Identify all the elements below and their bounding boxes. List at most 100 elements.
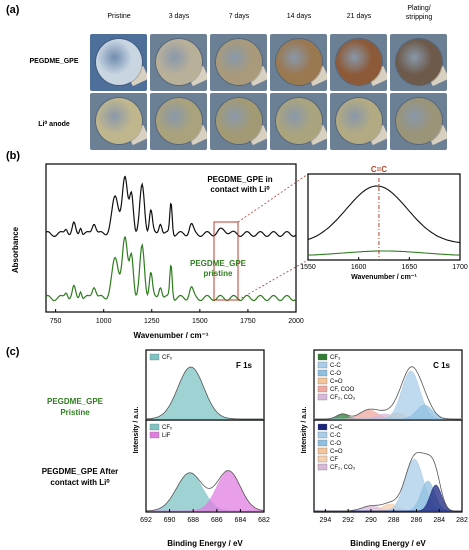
legend-cf3-label: CF₃ xyxy=(330,355,341,361)
photo-anode-4 xyxy=(330,93,387,150)
legend-lif-swatch xyxy=(149,431,160,439)
ftir-series-contact xyxy=(45,175,297,238)
legend-cfcoo-label: CF, COO xyxy=(330,387,355,393)
c1s-xtick-label: 288 xyxy=(388,517,400,524)
column-header-4: 21 days xyxy=(346,13,372,20)
c1s-top-plot xyxy=(314,366,462,420)
legend-cf2co3-label: CF₂, CO₃ xyxy=(330,395,356,401)
legend-ceo-swatch xyxy=(317,377,328,385)
f1s-title: F 1s xyxy=(236,361,253,370)
f1s-bottom-legend: CFₓ LiF xyxy=(149,423,172,439)
row-label-after: PEGDME_GPE After contact with Li⁰ xyxy=(20,466,140,488)
zoom-connector-bottom xyxy=(237,259,309,301)
c1s-bottom-plot xyxy=(314,452,462,512)
f1s-ylabel: Intensity / a.u. xyxy=(133,407,140,454)
inset-series-pristine xyxy=(308,250,460,256)
legend-cc-label: C-C xyxy=(330,363,341,369)
column-header-5: Plating/ stripping xyxy=(405,5,433,21)
ftir-xtick-label: 2000 xyxy=(288,318,304,325)
photo-anode-1 xyxy=(150,93,207,150)
legend-lif-label: LiF xyxy=(162,433,171,439)
inset-series-contact xyxy=(307,185,461,244)
envelope-line xyxy=(314,366,462,420)
photo-anode-0 xyxy=(90,93,147,150)
column-header-0: Pristine xyxy=(107,13,131,20)
f1s-bottom-plot xyxy=(145,470,265,512)
legend-cc-swatch xyxy=(317,361,328,369)
label-contact-line2: contact with Li⁰ xyxy=(210,185,270,194)
ftir-main-xticks: 750 1000 1250 1500 1750 2000 xyxy=(50,309,304,325)
f1s-cfx-peak xyxy=(145,366,264,420)
ftir-xtick-label: 1250 xyxy=(144,318,160,325)
photo-gpe-3 xyxy=(270,34,327,91)
sample-disc xyxy=(96,98,142,144)
legend-ceo-label: C=O xyxy=(330,379,343,385)
label-contact-line1: PEGDME_GPE in xyxy=(207,175,272,184)
legend-cfcoo-swatch xyxy=(317,385,328,393)
panel-c-label: (c) xyxy=(6,346,20,358)
sample-disc xyxy=(336,39,382,85)
sample-disc xyxy=(396,39,442,85)
f1s-xtick-label: 690 xyxy=(164,517,176,524)
c1s-xtick-label: 294 xyxy=(320,517,332,524)
c1s-title: C 1s xyxy=(433,361,450,370)
inset-xtick-label: 1700 xyxy=(452,264,468,271)
photo-gpe-0 xyxy=(90,34,147,91)
legend-cc-label: C-C xyxy=(330,433,341,439)
sample-disc xyxy=(276,98,322,144)
sample-disc xyxy=(156,98,202,144)
legend-co-swatch xyxy=(317,439,328,447)
legend-cf-label: CF xyxy=(330,457,338,463)
photo-gpe-1 xyxy=(150,34,207,91)
photo-anode-2 xyxy=(210,93,267,150)
ftir-xlabel: Wavenumber / cm⁻¹ xyxy=(133,331,208,340)
f1s-xticks: 692 690 688 686 684 682 xyxy=(140,509,270,524)
c1s-bottom-legend: C=C C-C C-O C=O CF CF₂, CO₃ xyxy=(317,423,356,471)
legend-co-label: C-O xyxy=(330,371,341,377)
row-label-pristine-line2: Pristine xyxy=(60,408,90,417)
photo-anode-3 xyxy=(270,93,327,150)
row-label-after-line1: PEGDME_GPE After xyxy=(41,467,119,476)
f1s-top-plot xyxy=(145,366,264,420)
ftir-zoom-box xyxy=(213,221,239,301)
legend-cdc-swatch xyxy=(317,423,328,431)
sample-disc xyxy=(96,39,142,85)
c1s-xtick-label: 286 xyxy=(411,517,423,524)
c1s-xtick-label: 282 xyxy=(456,517,468,524)
inset-xtick-label: 1600 xyxy=(351,264,367,271)
row-label-pristine-line1: PEGDME_GPE xyxy=(46,397,103,406)
row-label-pristine: PEGDME_GPE Pristine xyxy=(20,396,130,418)
ftir-figure: 750 1000 1250 1500 1750 2000 Absorbance Waven… xyxy=(11,163,468,340)
ftir-xtick-label: 1500 xyxy=(192,318,208,325)
f1s-xtick-label: 692 xyxy=(140,517,152,524)
c1s-xtick-label: 284 xyxy=(433,517,445,524)
inset-xlabel: Wavenumber / cm⁻¹ xyxy=(351,274,417,281)
photo-gpe-5 xyxy=(390,34,447,91)
legend-co-swatch xyxy=(317,369,328,377)
f1s-xtick-label: 684 xyxy=(235,517,247,524)
c1s-ylabel: Intensity / a.u. xyxy=(301,407,308,454)
ftir-xtick-label: 1750 xyxy=(240,318,256,325)
inset-xtick-label: 1550 xyxy=(300,264,316,271)
label-pristine-line1: PEGDME_GPE xyxy=(190,259,247,268)
c1s-xtick-label: 292 xyxy=(342,517,354,524)
legend-cf2co3-label: CF₂, CO₃ xyxy=(330,465,356,471)
ftir-xtick-label: 1000 xyxy=(96,318,112,325)
label-pristine-line2: pristine xyxy=(204,269,233,278)
sample-disc xyxy=(336,98,382,144)
f1s-xtick-label: 686 xyxy=(211,517,223,524)
c1s-bottom-frame xyxy=(313,419,463,513)
f1s-xlabel: Binding Energy / eV xyxy=(167,539,243,548)
row-label-after-line2: contact with Li⁰ xyxy=(50,478,110,487)
photo-gpe-4 xyxy=(330,34,387,91)
sample-disc xyxy=(156,39,202,85)
ftir-inset-frame xyxy=(307,173,461,261)
f1s-bottom-frame xyxy=(145,419,265,513)
ftir-main-frame xyxy=(45,163,297,313)
f1s-top-legend: CFₓ xyxy=(149,353,172,361)
legend-cf2co3-swatch xyxy=(317,463,328,471)
legend-cf-swatch xyxy=(317,455,328,463)
row-label-gpe: PEGDME_GPE xyxy=(29,58,79,65)
legend-cfx-label: CFₓ xyxy=(162,355,172,361)
envelope-line xyxy=(314,452,462,512)
